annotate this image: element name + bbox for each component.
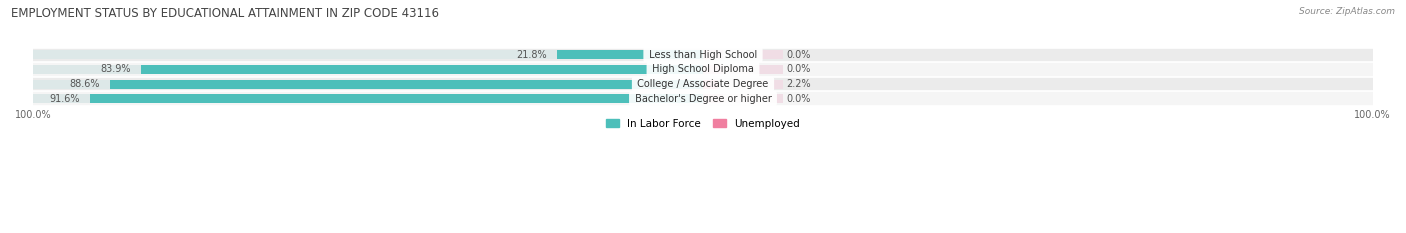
Text: 0.0%: 0.0%: [787, 50, 811, 60]
Bar: [110, 79, 703, 89]
Bar: [34, 65, 703, 74]
Bar: [703, 65, 723, 74]
Bar: [703, 50, 723, 59]
Bar: [703, 65, 783, 74]
Text: 0.0%: 0.0%: [787, 94, 811, 104]
Bar: [90, 94, 703, 103]
Text: 0.0%: 0.0%: [787, 65, 811, 75]
Bar: [557, 50, 703, 59]
Text: High School Diploma: High School Diploma: [650, 65, 756, 75]
Text: College / Associate Degree: College / Associate Degree: [634, 79, 772, 89]
Text: 2.2%: 2.2%: [787, 79, 811, 89]
Text: EMPLOYMENT STATUS BY EDUCATIONAL ATTAINMENT IN ZIP CODE 43116: EMPLOYMENT STATUS BY EDUCATIONAL ATTAINM…: [11, 7, 439, 20]
Text: Bachelor's Degree or higher: Bachelor's Degree or higher: [631, 94, 775, 104]
Bar: [34, 62, 1372, 77]
Bar: [34, 48, 1372, 62]
Bar: [34, 79, 703, 89]
Text: 88.6%: 88.6%: [69, 79, 100, 89]
Bar: [703, 50, 783, 59]
Bar: [703, 94, 783, 103]
Legend: In Labor Force, Unemployed: In Labor Force, Unemployed: [602, 114, 804, 133]
Text: Less than High School: Less than High School: [645, 50, 761, 60]
Bar: [141, 65, 703, 74]
Bar: [34, 94, 703, 103]
Bar: [34, 91, 1372, 106]
Bar: [703, 94, 723, 103]
Bar: [703, 79, 783, 89]
Text: Source: ZipAtlas.com: Source: ZipAtlas.com: [1299, 7, 1395, 16]
Bar: [34, 77, 1372, 91]
Text: 83.9%: 83.9%: [101, 65, 131, 75]
Text: 91.6%: 91.6%: [49, 94, 80, 104]
Bar: [703, 79, 717, 89]
Text: 21.8%: 21.8%: [516, 50, 547, 60]
Bar: [34, 50, 703, 59]
